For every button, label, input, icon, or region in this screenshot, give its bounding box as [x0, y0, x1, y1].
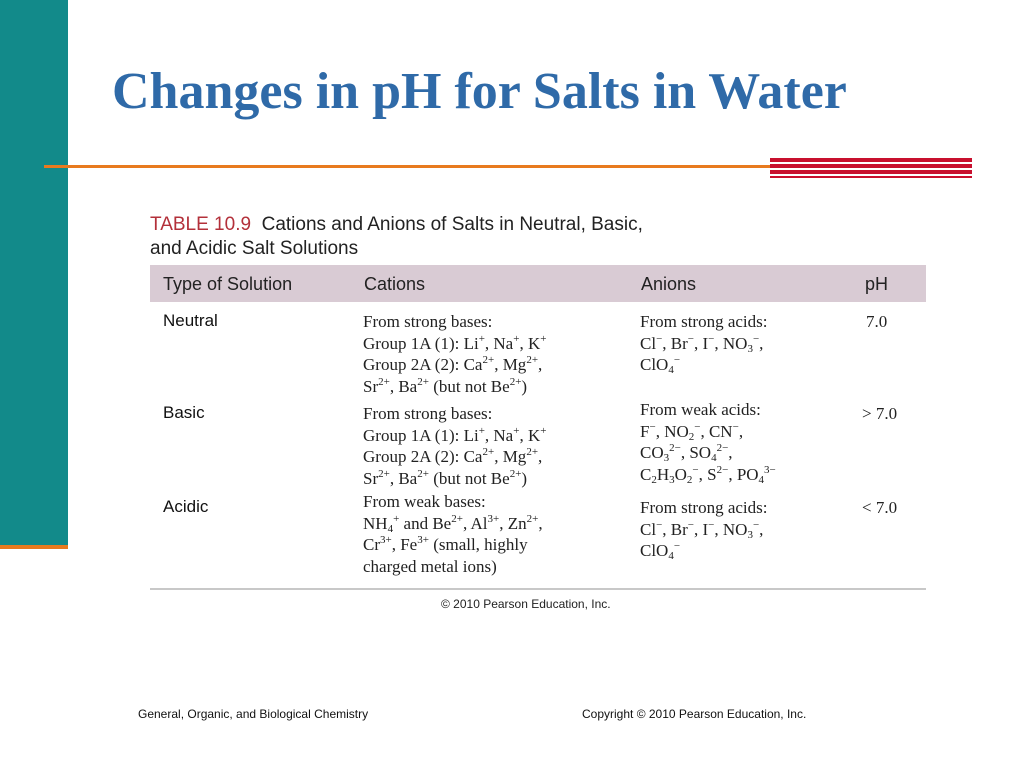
left-bar-accent: [0, 545, 68, 549]
table-credit: © 2010 Pearson Education, Inc.: [441, 597, 611, 611]
header-type-of-solution: Type of Solution: [163, 274, 293, 294]
header-cations: Cations: [364, 274, 426, 294]
acidic-cations-line: Cr3+, Fe3+ (small, highly: [363, 534, 528, 555]
acidic-ph: < 7.0: [862, 498, 898, 517]
basic-anions-line: C2H3O2−, S2−, PO43−: [640, 463, 776, 486]
neutral-anions-line: From strong acids:: [640, 312, 768, 331]
row-label-basic: Basic: [163, 403, 205, 422]
header-anions: Anions: [641, 274, 697, 294]
table-caption: TABLE 10.9 Cations and Anions of Salts i…: [150, 213, 750, 261]
table-header-row: Type of Solution Cations Anions pH: [150, 265, 926, 302]
neutral-anions-line: ClO4−: [640, 354, 681, 376]
basic-cations: From strong bases: Group 1A (1): Li+, Na…: [363, 403, 546, 489]
acidic-anions-line: ClO4−: [640, 540, 681, 562]
slide-title: Changes in pH for Salts in Water: [112, 63, 847, 120]
acidic-anions-line: Cl−, Br−, I−, NO3−,: [640, 518, 764, 541]
footer-copyright: Copyright © 2010 Pearson Education, Inc.: [582, 707, 807, 721]
footer-course-title: General, Organic, and Biological Chemist…: [138, 707, 369, 721]
neutral-cations-line: Group 1A (1): Li+, Na+, K+: [363, 332, 547, 353]
basic-anions-line: From weak acids:: [640, 400, 761, 419]
table-caption-line1: Cations and Anions of Salts in Neutral, …: [261, 214, 643, 235]
basic-anions-line: CO32−, SO42−,: [640, 442, 733, 464]
neutral-cations-line: Sr2+, Ba2+ (but not Be2+): [363, 375, 528, 396]
table-caption-line2: and Acidic Salt Solutions: [150, 238, 359, 259]
table-number: TABLE 10.9: [150, 214, 252, 235]
acidic-anions-line: From strong acids:: [640, 498, 768, 517]
row-label-acidic: Acidic: [163, 497, 209, 516]
basic-anions: From weak acids: F−, NO2−, CN−, CO32−, S…: [640, 399, 776, 485]
header-ph: pH: [865, 274, 889, 294]
basic-cations-line: Group 2A (2): Ca2+, Mg2+,: [363, 446, 543, 467]
acidic-cations-line: NH4+ and Be2+, Al3+, Zn2+,: [363, 512, 543, 535]
basic-cations-line: Group 1A (1): Li+, Na+, K+: [363, 424, 547, 445]
basic-cations-line: From strong bases:: [363, 404, 493, 423]
acidic-cations: From weak bases: NH4+ and Be2+, Al3+, Zn…: [363, 491, 543, 577]
title-divider-block: [770, 158, 972, 178]
row-label-neutral: Neutral: [163, 311, 218, 330]
neutral-ph: 7.0: [866, 312, 888, 331]
title-divider: [44, 165, 770, 168]
neutral-cations-line: Group 2A (2): Ca2+, Mg2+,: [363, 354, 543, 375]
table-bottom-rule: [150, 588, 926, 590]
basic-anions-line: F−, NO2−, CN−,: [640, 420, 744, 443]
acidic-cations-line: From weak bases:: [363, 492, 486, 511]
acidic-cations-line: charged metal ions): [363, 556, 497, 576]
neutral-anions-line: Cl−, Br−, I−, NO3−,: [640, 332, 764, 355]
left-decorative-bar: [0, 0, 68, 545]
basic-ph: > 7.0: [862, 404, 898, 423]
neutral-anions: From strong acids: Cl−, Br−, I−, NO3−, C…: [640, 311, 768, 376]
acidic-anions: From strong acids: Cl−, Br−, I−, NO3−, C…: [640, 497, 768, 562]
neutral-cations-line: From strong bases:: [363, 312, 493, 331]
basic-cations-line: Sr2+, Ba2+ (but not Be2+): [363, 467, 528, 488]
neutral-cations: From strong bases: Group 1A (1): Li+, Na…: [363, 311, 546, 397]
